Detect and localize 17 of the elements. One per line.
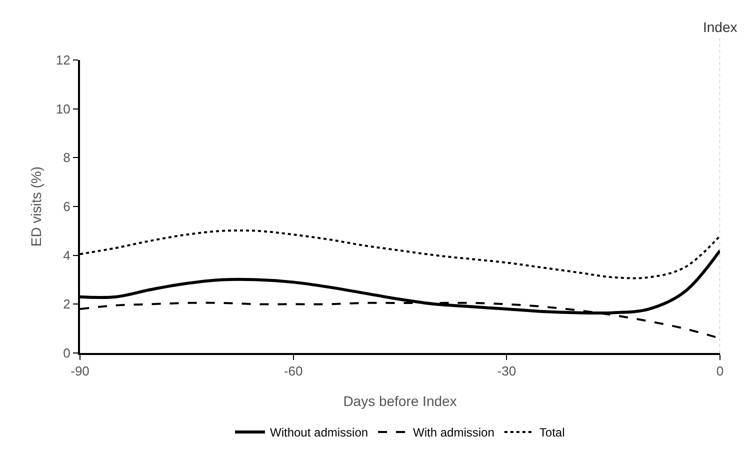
ref-line-label: Index	[703, 19, 738, 35]
legend-label: With admission	[413, 426, 494, 440]
y-tick-label: 4	[63, 248, 70, 263]
y-tick-label: 2	[63, 296, 70, 312]
y-tick-label: 10	[56, 101, 70, 116]
x-axis-title: Days before Index	[343, 393, 457, 409]
x-tick-label: -30	[497, 364, 516, 379]
x-tick-label: 0	[716, 364, 724, 379]
x-tick-label: -60	[284, 364, 303, 379]
x-tick-label: -90	[70, 364, 90, 379]
y-tick-label: 0	[63, 346, 70, 361]
y-tick-label: 8	[63, 150, 70, 166]
y-tick-label: 12	[56, 52, 70, 68]
legend-label: Without admission	[270, 426, 368, 440]
y-axis-title: ED visits (%)	[28, 166, 44, 247]
legend-label: Total	[539, 426, 565, 440]
y-tick-label: 6	[63, 199, 70, 214]
